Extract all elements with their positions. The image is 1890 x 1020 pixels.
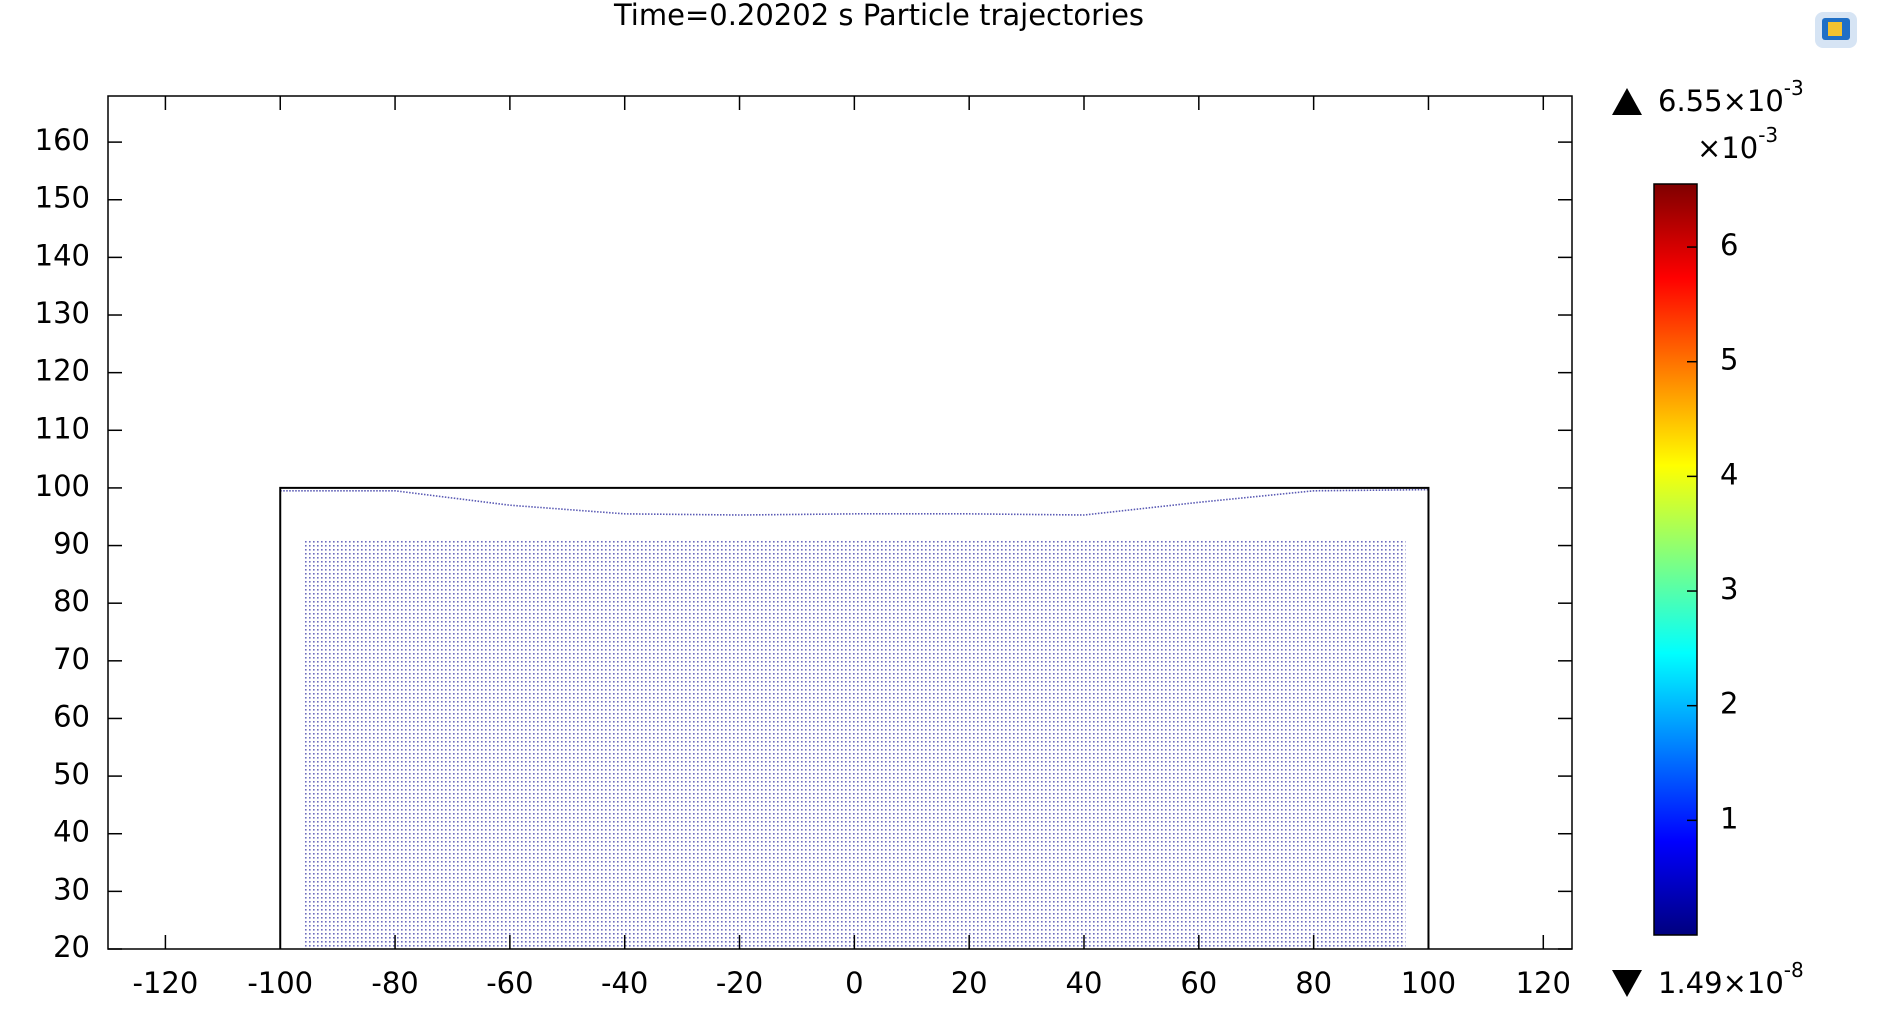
x-tick-label: -120: [132, 966, 198, 1000]
y-tick-label: 80: [53, 584, 90, 618]
x-tick-label: -60: [486, 966, 533, 1000]
particle-cloud: [303, 539, 1406, 949]
colorbar-tick-label: 5: [1720, 343, 1738, 377]
y-tick-label: 90: [53, 527, 90, 561]
colorbar-tick-label: 1: [1720, 801, 1738, 835]
colorbar-min-label: 1.49×10-8: [1658, 958, 1804, 1001]
colorbar-multiplier: ×10-3: [1697, 123, 1778, 166]
x-tick-label: 80: [1295, 966, 1332, 1000]
y-tick-label: 110: [35, 411, 90, 445]
colorbar-tick-label: 6: [1720, 228, 1738, 262]
x-tick-label: 120: [1516, 966, 1571, 1000]
max-exponent: -3: [1784, 76, 1804, 100]
multiplier-base: ×10: [1697, 131, 1758, 165]
x-tick-label: -20: [716, 966, 763, 1000]
y-tick-label: 30: [53, 872, 90, 906]
colorbar-max: 6.55×10-3 ×10-3: [1612, 76, 1804, 166]
y-tick-label: 50: [53, 757, 90, 791]
colorbar-tick-label: 3: [1720, 572, 1738, 606]
x-tick-label: -40: [601, 966, 648, 1000]
app-icon: [1815, 12, 1857, 48]
x-tick-label: -80: [371, 966, 418, 1000]
colorbar-tick-label: 2: [1720, 687, 1738, 721]
min-mantissa: 1.49×10: [1658, 966, 1784, 1000]
y-tick-label: 150: [35, 181, 90, 215]
x-tick-label: -100: [247, 966, 313, 1000]
y-tick-label: 140: [35, 238, 90, 272]
max-mantissa: 6.55×10: [1658, 84, 1784, 118]
x-tick-label: 40: [1066, 966, 1103, 1000]
colorbar-max-label: 6.55×10-3: [1658, 76, 1804, 119]
colorbar-min: 1.49×10-8: [1612, 958, 1804, 1001]
x-tick-label: 20: [951, 966, 988, 1000]
y-tick-label: 120: [35, 354, 90, 388]
y-tick-label: 40: [53, 815, 90, 849]
y-tick-label: 70: [53, 642, 90, 676]
x-tick-label: 60: [1180, 966, 1217, 1000]
free-surface: [280, 488, 1429, 516]
colorbar: [1653, 183, 1698, 936]
y-tick-label: 130: [35, 296, 90, 330]
y-tick-label: 100: [35, 469, 90, 503]
min-exponent: -8: [1784, 958, 1804, 982]
domain-boundary: [279, 486, 1430, 949]
chart-title: Time=0.20202 s Particle trajectories: [613, 0, 1144, 32]
y-tick-label: 160: [35, 123, 90, 157]
multiplier-exponent: -3: [1758, 123, 1778, 147]
y-tick-label: 60: [53, 699, 90, 733]
y-tick-label: 20: [53, 930, 90, 964]
x-tick-label: 0: [845, 966, 863, 1000]
colorbar-tick-label: 4: [1720, 457, 1738, 491]
x-tick-label: 100: [1401, 966, 1456, 1000]
